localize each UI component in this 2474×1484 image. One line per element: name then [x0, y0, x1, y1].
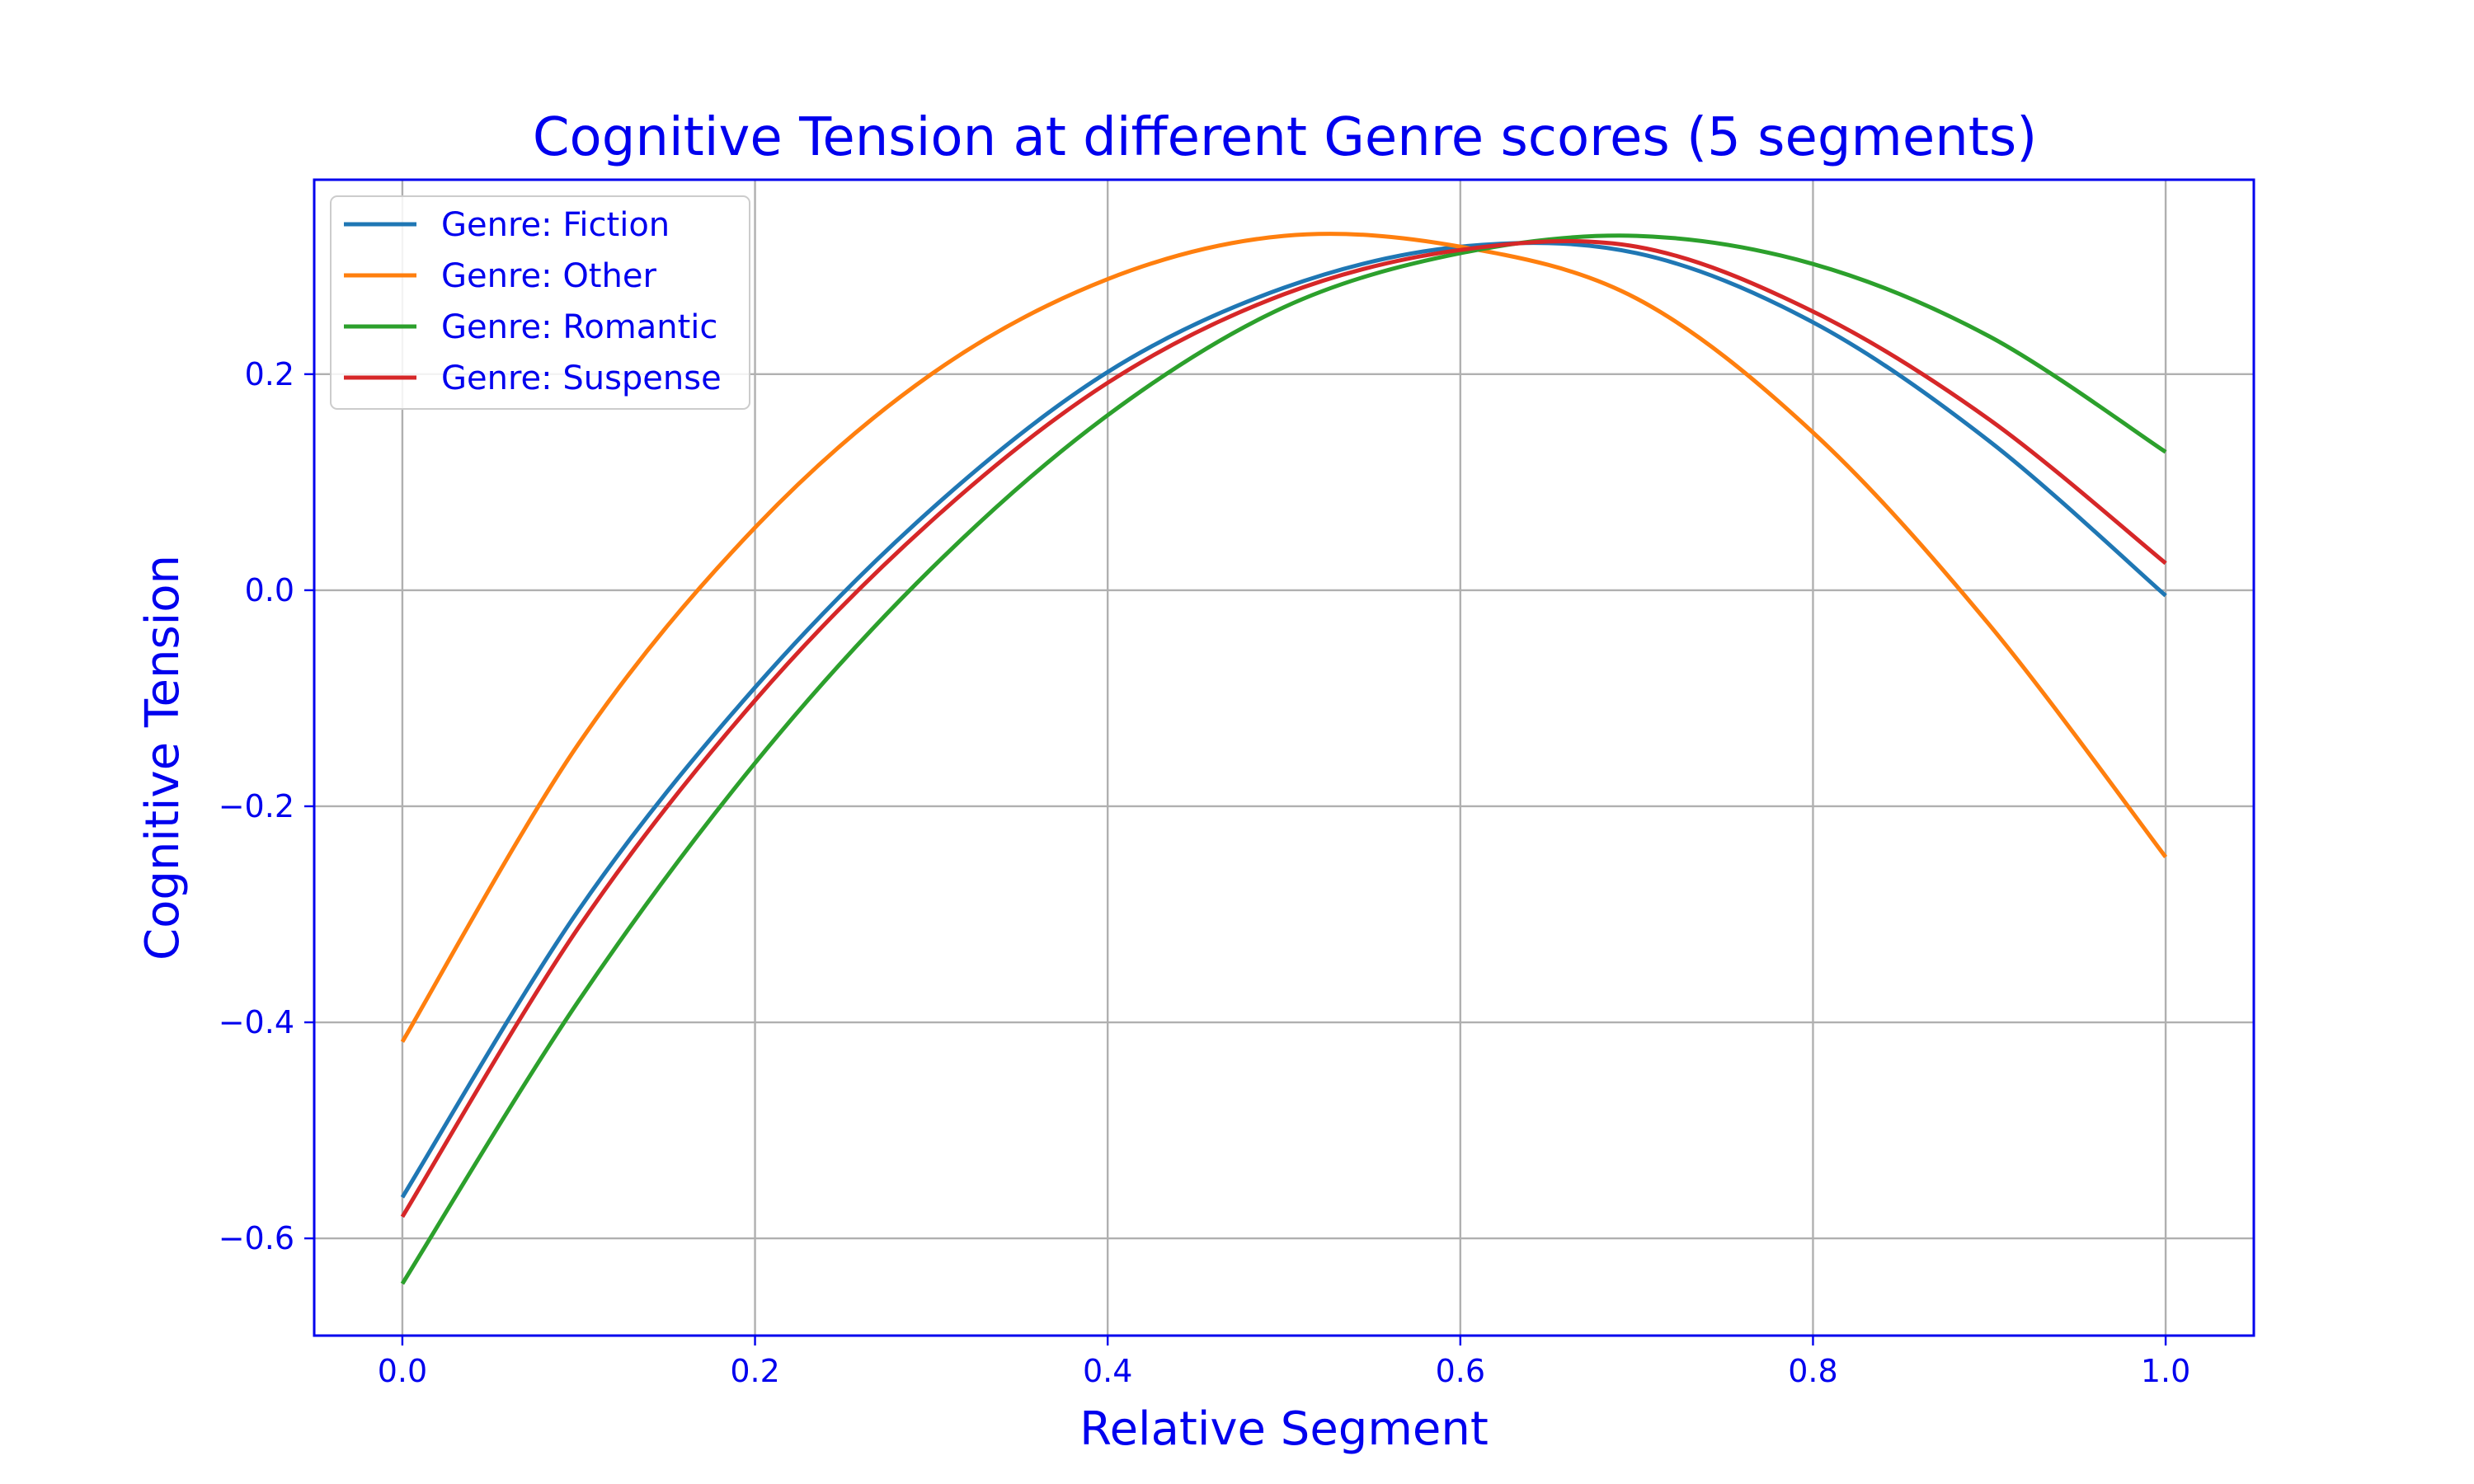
y-axis-label: Cognitive Tension [136, 555, 190, 960]
x-tick-label: 1.0 [2141, 1353, 2190, 1389]
series-lines [400, 232, 2168, 1285]
legend-label-other: Genre: Other [441, 257, 656, 295]
y-tick-label: −0.6 [219, 1220, 294, 1256]
x-tick-label: 0.8 [1788, 1353, 1837, 1389]
legend-box [330, 195, 750, 410]
chart-title: Cognitive Tension at different Genre sco… [533, 107, 2037, 168]
y-tick-label: 0.0 [245, 572, 294, 608]
series-line-genre-fiction [400, 241, 2167, 1199]
series-line-genre-suspense [400, 238, 2167, 1219]
x-tick-label: 0.6 [1436, 1353, 1485, 1389]
legend-label-fiction: Genre: Fiction [441, 206, 670, 244]
y-tick-label: −0.2 [219, 788, 294, 824]
series-line-genre-romantic [400, 233, 2167, 1285]
x-tick-label: 0.4 [1083, 1353, 1132, 1389]
x-tick-label: 0.2 [730, 1353, 779, 1389]
series-line-genre-other [400, 232, 2168, 1043]
legend: Genre: Fiction Genre: Other Genre: Roman… [330, 195, 750, 410]
axis-ticks: 0.0 0.2 0.4 0.6 0.8 1.0 −0.6 −0.4 −0.2 0.0 0.2 [219, 356, 2191, 1389]
legend-label-suspense: Genre: Suspense [441, 359, 722, 397]
y-tick-label: −0.4 [219, 1004, 294, 1040]
y-tick-label: 0.2 [245, 356, 294, 392]
x-tick-label: 0.0 [378, 1353, 427, 1389]
x-axis-label: Relative Segment [1079, 1402, 1489, 1456]
plot-frame [313, 178, 2255, 1337]
legend-label-romantic: Genre: Romantic [441, 308, 717, 346]
